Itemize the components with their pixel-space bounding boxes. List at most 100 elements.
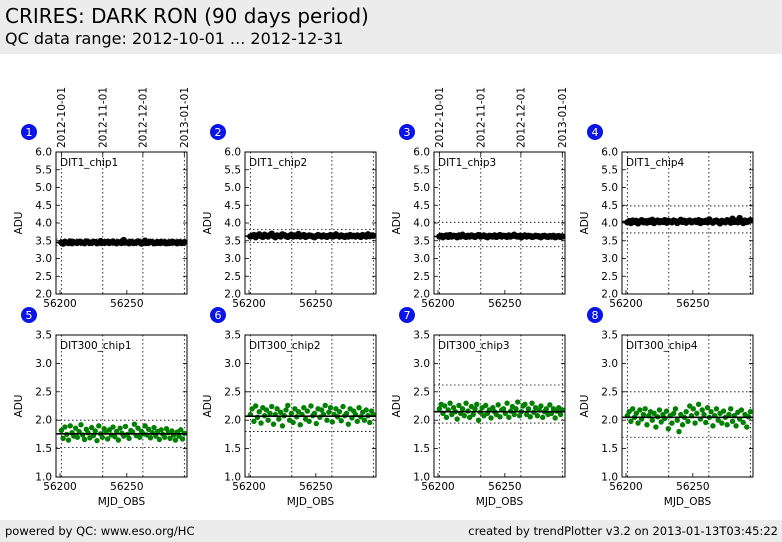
data-point: [122, 423, 129, 430]
y-tick-label: 3.0: [413, 253, 430, 265]
y-tick-label: 4.0: [413, 218, 430, 230]
data-point: [522, 401, 528, 407]
data-point: [324, 417, 330, 423]
x-tick-label: 56250: [110, 481, 143, 493]
data-point: [461, 412, 467, 419]
data-point: [76, 428, 82, 435]
data-point: [454, 416, 460, 422]
x-tick-label: 56200: [232, 481, 265, 493]
data-point: [665, 426, 672, 432]
data-point: [443, 414, 450, 421]
data-point: [456, 402, 462, 409]
panel-badge-number: 8: [592, 309, 599, 322]
y-tick-label: 5.5: [601, 164, 618, 176]
data-point: [115, 437, 122, 443]
top-date-label: 2012-12-01: [137, 87, 149, 148]
data-point: [326, 409, 332, 415]
chart-panel-1: 1 2.0 2.5 3.0 3.5 4.0 4.5 5.0 5.5 6.0 56200 56250 AD…: [13, 87, 191, 310]
data-point: [744, 424, 750, 430]
y-tick-label: 4.5: [601, 200, 618, 212]
x-tick-label: 56200: [421, 481, 454, 493]
data-point: [322, 402, 328, 409]
data-point: [126, 435, 132, 442]
y-tick-label: 3.5: [35, 330, 52, 342]
top-date-label: 2012-12-01: [515, 87, 527, 148]
data-point: [306, 418, 312, 425]
data-point: [88, 424, 95, 431]
data-point: [251, 418, 257, 425]
data-point: [701, 411, 707, 418]
data-point: [699, 407, 705, 413]
data-point: [345, 421, 352, 427]
y-axis-label: ADU: [202, 212, 214, 235]
y-tick-label: 3.0: [413, 358, 430, 370]
y-axis-label: ADU: [391, 395, 403, 418]
data-point: [74, 434, 81, 440]
data-point: [474, 401, 480, 407]
panel-badge: [399, 124, 415, 140]
x-tick-label: 56250: [488, 481, 521, 493]
data-point: [72, 425, 79, 431]
y-axis-label: ADU: [579, 212, 591, 235]
panel-label: DIT300_chip2: [249, 340, 321, 352]
data-point: [557, 411, 564, 418]
y-tick-label: 2.5: [601, 386, 618, 398]
data-point: [663, 408, 670, 414]
y-tick-label: 6.0: [601, 147, 618, 159]
y-tick-label: 5.0: [601, 182, 618, 194]
panel-badge-number: 6: [215, 309, 222, 322]
y-tick-label: 5.5: [224, 164, 241, 176]
data-point: [354, 418, 360, 425]
data-point: [540, 414, 546, 421]
data-point: [308, 403, 314, 409]
top-date-label: 2012-10-01: [434, 87, 446, 148]
y-tick-label: 2.5: [413, 386, 430, 398]
data-point: [135, 425, 141, 431]
data-point: [276, 416, 282, 422]
data-point: [151, 424, 157, 431]
y-tick-label: 3.0: [35, 253, 52, 265]
y-tick-label: 2.0: [601, 289, 618, 301]
y-tick-label: 2.0: [413, 415, 430, 427]
data-point: [336, 408, 343, 415]
data-point: [274, 406, 280, 412]
data-point: [158, 427, 164, 433]
y-axis-label: ADU: [202, 395, 214, 418]
data-point: [729, 418, 736, 425]
panel-badge-number: 4: [592, 126, 599, 139]
data-point: [361, 417, 368, 423]
data-point: [694, 410, 700, 417]
data-point: [145, 426, 152, 432]
x-tick-label: 56200: [421, 298, 454, 310]
y-tick-label: 1.5: [413, 443, 430, 455]
data-point: [683, 408, 689, 415]
y-tick-label: 3.5: [224, 235, 241, 247]
y-tick-label: 3.0: [601, 253, 618, 265]
data-point: [447, 400, 453, 406]
data-point: [692, 420, 698, 426]
y-tick-label: 2.0: [35, 415, 52, 427]
data-point: [525, 406, 532, 412]
panel-badge: [21, 307, 37, 323]
data-point: [58, 427, 65, 434]
y-tick-label: 3.5: [413, 235, 430, 247]
data-point: [96, 423, 102, 429]
data-point: [679, 422, 686, 428]
y-tick-label: 3.0: [35, 358, 52, 370]
data-point: [740, 419, 746, 426]
data-point: [669, 420, 675, 426]
x-tick-label: 56200: [43, 298, 76, 310]
x-tick-label: 56250: [676, 481, 709, 493]
data-point: [463, 400, 469, 406]
data-point: [515, 399, 521, 405]
y-tick-label: 1.5: [601, 443, 618, 455]
data-point: [113, 428, 120, 435]
data-point: [78, 422, 84, 428]
data-point: [720, 408, 727, 414]
panel-badge: [210, 307, 226, 323]
top-date-label: 2012-11-01: [97, 87, 109, 148]
data-point: [644, 422, 650, 428]
data-point: [179, 436, 186, 442]
data-point: [708, 408, 714, 415]
data-point: [313, 420, 319, 427]
